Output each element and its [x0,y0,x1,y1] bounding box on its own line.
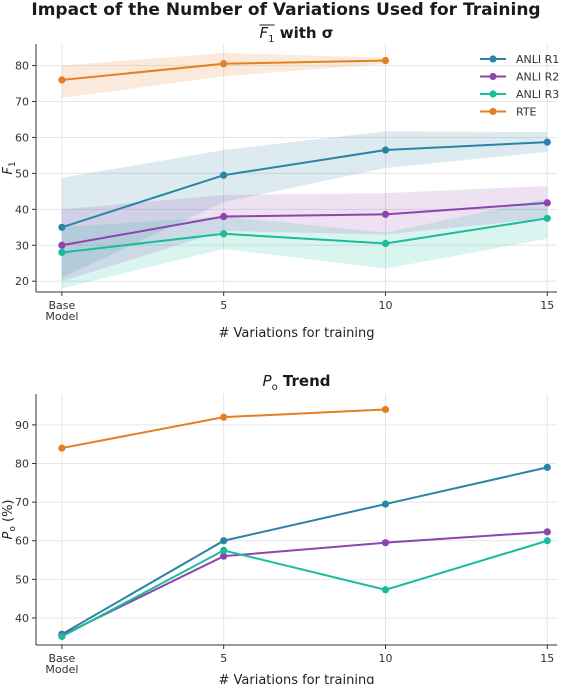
legend-label-anli-r2: ANLI R2 [516,71,559,84]
chart2-point-anli-r2 [543,528,551,536]
chart1-point-rte [58,76,66,84]
chart2-line-anli-r3 [61,539,548,638]
chart1-point-anli-r1 [58,223,66,231]
legend-label-anli-r3: ANLI R3 [516,88,559,101]
chart1-band-anli-r1 [61,131,548,278]
chart2-point-anli-r3 [381,586,390,594]
chart1-point-anli-r2 [381,210,390,218]
chart2-y-tick-label: 90 [15,419,29,432]
chart1-point-anli-r2 [58,241,66,249]
chart1-line-anli-r3 [61,217,548,254]
chart1-y-tick-label: 70 [15,96,29,109]
chart1-line-anli-r2 [61,201,548,247]
chart1-band-anli-r3 [61,198,548,289]
legend-label-rte: RTE [516,106,537,119]
chart2-point-rte [220,413,228,421]
chart1-line-anli-r1 [61,141,548,229]
chart2-y-tick-label: 70 [15,496,29,509]
chart1-y-tick-label: 20 [15,275,29,288]
chart2-line-anli-r1 [61,466,548,636]
chart1-point-anli-r1 [220,171,228,179]
chart2-point-anli-r3 [58,632,66,641]
chart1-x-tick-label: 15 [540,299,554,312]
chart1-y-tick-label: 40 [15,203,29,216]
chart1-y-tick-label: 60 [15,131,29,144]
chart-f1-with-sigma: 20 30 40 50 60 70 80 Base Model 5 10 15 F1 with σ # V… [1,24,559,341]
chart1-x-axis-label: # Variations for training [219,326,375,341]
chart1-point-anli-r2 [543,199,551,207]
chart1-title: F1 with σ [260,24,334,45]
chart2-title: Po Trend [263,372,331,393]
chart1-y-tick-label: 50 [15,167,29,180]
legend-marker-anli-r3 [489,90,497,98]
chart1-point-rte [381,56,390,65]
legend-label-anli-r1: ANLI R1 [516,53,559,66]
chart2-x-tick-label: 15 [540,652,554,665]
chart2-point-anli-r1 [220,537,228,545]
legend-marker-anli-r1 [489,55,497,63]
chart2-point-anli-r2 [381,539,390,547]
chart1-y-axis-label: F1 [1,161,18,174]
chart1-x-tick-label: 10 [378,299,392,312]
chart2-point-anli-r3 [220,546,228,554]
chart2-point-anli-r1 [543,463,551,471]
chart1-x-tick-label: Base Model [45,299,78,323]
chart2-x-tick-label: 5 [220,652,227,665]
legend-marker-anli-r2 [489,72,497,81]
chart2-point-anli-r2 [220,552,228,560]
chart2-y-tick-label: 50 [15,573,29,586]
chart2-y-axis-label: Po (%) [1,500,18,540]
chart1-band-anli-r2 [61,185,548,282]
chart1-point-anli-r3 [543,214,551,222]
chart2-line-anli-r2 [61,530,548,637]
chart2-point-anli-r1 [381,500,390,508]
figure-title: Impact of the Number of Variations Used … [31,0,540,20]
chart1-point-anli-r1 [381,146,390,154]
chart1-point-anli-r2 [220,212,228,221]
chart2-x-axis-label: # Variations for training [219,673,375,684]
legend-marker-rte [489,107,497,116]
chart1-y-tick-label: 30 [15,239,29,252]
chart1-x-tick-label: 5 [220,299,227,312]
chart2-point-rte [58,444,66,452]
chart2-x-tick-label: 10 [378,652,392,665]
chart1-legend: ANLI R1 ANLI R2 ANLI R3 RTE [480,53,559,119]
chart1-band-rte [61,52,386,98]
chart1-point-anli-r3 [58,248,66,257]
chart2-y-tick-label: 60 [15,535,29,548]
chart1-point-anli-r3 [220,230,228,238]
chart-po-trend: 40 50 60 70 80 90 Base Model 5 10 15 Po Trend # Vari… [1,372,557,688]
chart2-point-rte [381,405,390,414]
chart1-y-tick-label: 80 [15,60,29,73]
chart1-point-anli-r3 [381,239,390,248]
chart1-point-anli-r1 [543,138,551,146]
chart2-point-anli-r3 [543,537,551,545]
chart1-point-rte [220,60,228,68]
chart2-x-tick-label: Base Model [45,652,78,676]
chart2-y-tick-label: 80 [15,458,29,471]
chart2-y-tick-label: 40 [15,612,29,625]
